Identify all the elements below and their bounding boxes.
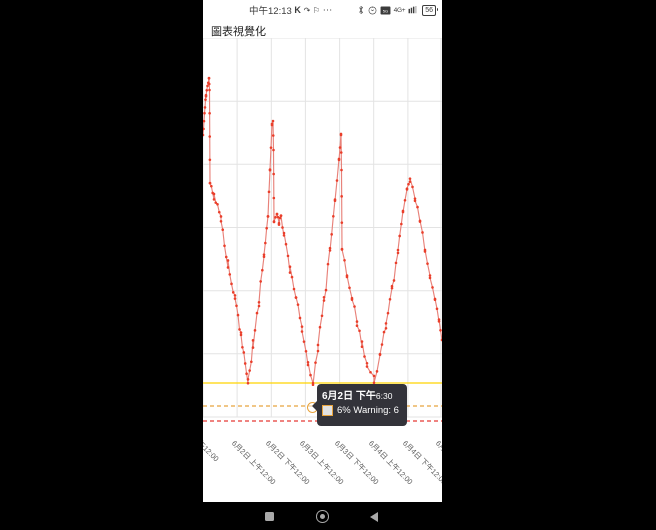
svg-text:5G: 5G — [382, 8, 387, 13]
